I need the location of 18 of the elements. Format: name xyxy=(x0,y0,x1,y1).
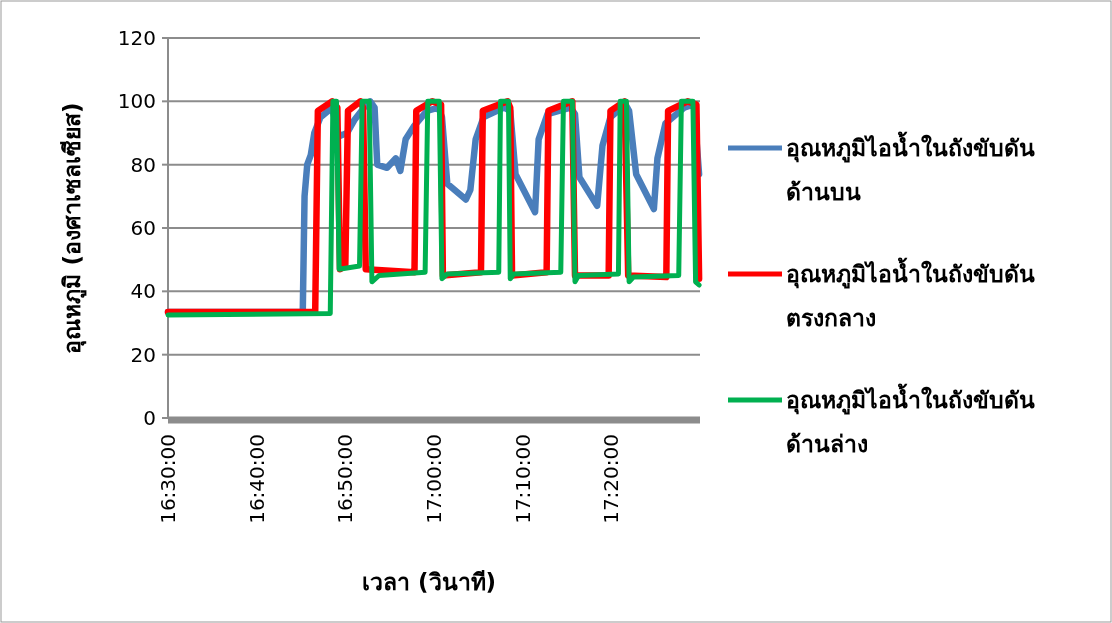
x-tick-label: 16:30:00 xyxy=(156,434,180,524)
x-tick-label: 17:00:00 xyxy=(422,434,446,524)
y-tick-label: 120 xyxy=(117,26,156,50)
x-tick-label: 17:20:00 xyxy=(599,434,624,524)
y-tick-label: 80 xyxy=(130,152,156,177)
x-axis-title: เวลา (วินาที) xyxy=(361,569,497,595)
y-axis-title: อุณหภูมิ (องศาเซลเซียส) xyxy=(59,102,87,354)
y-tick-label: 40 xyxy=(130,279,156,304)
y-tick-label: 100 xyxy=(117,89,156,114)
y-tick-label: 20 xyxy=(130,342,156,367)
legend-label: อุณหภูมิไอน้ำในถังขับดันด้านล่าง xyxy=(786,383,1035,457)
x-tick-label: 16:40:00 xyxy=(244,434,269,524)
y-tick-label: 0 xyxy=(143,406,156,430)
x-tick-label: 16:50:00 xyxy=(333,434,358,524)
legend-label: อุณหภูมิไอน้ำในถังขับดันตรงกลาง xyxy=(786,257,1035,331)
y-tick-label: 60 xyxy=(130,216,156,240)
legend-label: อุณหภูมิไอน้ำในถังขับดันด้านบน xyxy=(786,131,1035,205)
x-tick-label: 17:10:00 xyxy=(510,434,535,524)
